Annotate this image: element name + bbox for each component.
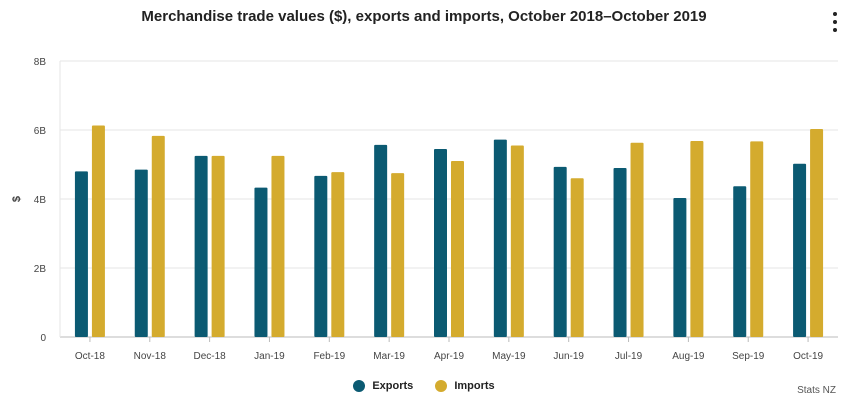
chart-menu-icon[interactable] (832, 12, 838, 32)
y-tick-label: 8B (34, 57, 47, 68)
legend-swatch-imports (435, 380, 448, 392)
bar-exports-mar-19[interactable] (374, 144, 388, 337)
y-tick-label: 4B (34, 195, 47, 206)
bar-imports-feb-19[interactable] (331, 172, 345, 337)
x-tick-label: Jun-19 (553, 351, 584, 362)
bar-imports-may-19[interactable] (510, 145, 524, 337)
bar-chart: 0 2B 4B 6B 8B $ Oct-18 Nov-18 Dec-18 Jan-19 Feb-19… (11, 57, 838, 362)
x-tick-label: Feb-19 (313, 351, 345, 362)
y-tick-label: 0 (40, 333, 46, 344)
y-axis-title: $ (11, 196, 23, 202)
x-tick-label: Mar-19 (373, 351, 405, 362)
legend-item-imports[interactable]: Imports (435, 380, 495, 392)
bar-imports-aug-19[interactable] (690, 141, 704, 337)
y-tick-label: 2B (34, 264, 47, 275)
x-tick-label: Aug-19 (672, 351, 705, 362)
bar-imports-jun-19[interactable] (570, 178, 584, 337)
bar-exports-feb-19[interactable] (314, 175, 328, 337)
bar-imports-dec-18[interactable] (211, 155, 225, 337)
bar-imports-apr-19[interactable] (451, 161, 464, 337)
x-tick-label: Oct-18 (75, 351, 105, 362)
bar-exports-jun-19[interactable] (553, 166, 567, 337)
legend-label-exports: Exports (372, 380, 414, 392)
bar-exports-nov-18[interactable] (134, 169, 148, 337)
chart-title: Merchandise trade values ($), exports an… (141, 8, 707, 25)
bar-imports-mar-19[interactable] (391, 173, 405, 337)
bar-exports-oct-18[interactable] (74, 171, 88, 337)
bar-imports-jan-19[interactable] (271, 155, 285, 337)
legend-label-imports: Imports (454, 380, 495, 392)
bar-exports-may-19[interactable] (493, 139, 507, 337)
bar-exports-jul-19[interactable] (613, 167, 627, 337)
legend: Exports Imports (0, 380, 848, 392)
x-tick-label: May-19 (492, 351, 526, 362)
legend-swatch-exports (353, 380, 366, 392)
menu-dot (833, 12, 837, 16)
bar-imports-oct-18[interactable] (91, 125, 105, 337)
menu-dot (833, 28, 837, 32)
menu-dot (833, 20, 837, 24)
x-tick-label: Jan-19 (254, 351, 285, 362)
x-tick-label: Sep-19 (732, 351, 765, 362)
source-credit: Stats NZ (797, 385, 836, 396)
x-tick-label: Oct-19 (793, 351, 823, 362)
bar-exports-oct-19[interactable] (793, 163, 807, 337)
bar-exports-aug-19[interactable] (673, 197, 687, 337)
bar-exports-jan-19[interactable] (254, 187, 268, 337)
x-tick-label: Jul-19 (615, 351, 643, 362)
bar-exports-apr-19[interactable] (434, 148, 447, 337)
bar-imports-oct-19[interactable] (810, 128, 824, 337)
bar-exports-sep-19[interactable] (733, 186, 747, 337)
x-tick-label: Nov-18 (134, 351, 167, 362)
y-tick-label: 6B (34, 126, 47, 137)
x-tick-label: Dec-18 (193, 351, 226, 362)
bar-imports-sep-19[interactable] (750, 141, 764, 337)
x-tick-label: Apr-19 (434, 351, 464, 362)
bar-imports-nov-18[interactable] (151, 135, 165, 337)
bar-imports-jul-19[interactable] (630, 142, 644, 337)
bar-exports-dec-18[interactable] (194, 155, 208, 337)
legend-item-exports[interactable]: Exports (353, 380, 413, 392)
